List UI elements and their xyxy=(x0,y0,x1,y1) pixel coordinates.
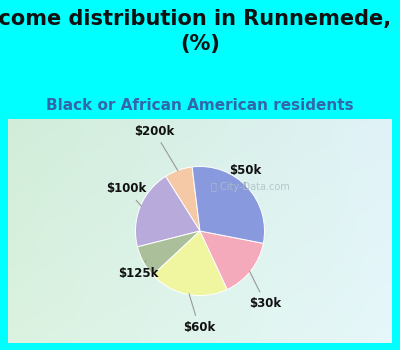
Wedge shape xyxy=(153,231,227,295)
Text: Black or African American residents: Black or African American residents xyxy=(46,98,354,113)
Text: ⓘ City-Data.com: ⓘ City-Data.com xyxy=(211,182,290,192)
Wedge shape xyxy=(136,176,200,247)
Wedge shape xyxy=(138,231,200,275)
Text: $50k: $50k xyxy=(229,164,262,187)
Text: $100k: $100k xyxy=(106,182,146,206)
Text: $60k: $60k xyxy=(183,294,215,334)
Wedge shape xyxy=(192,167,264,243)
Text: Income distribution in Runnemede, NJ
(%): Income distribution in Runnemede, NJ (%) xyxy=(0,9,400,54)
Wedge shape xyxy=(200,231,263,289)
Text: $30k: $30k xyxy=(250,271,282,310)
Wedge shape xyxy=(166,167,200,231)
Text: $200k: $200k xyxy=(134,125,178,171)
Text: $125k: $125k xyxy=(118,260,158,280)
